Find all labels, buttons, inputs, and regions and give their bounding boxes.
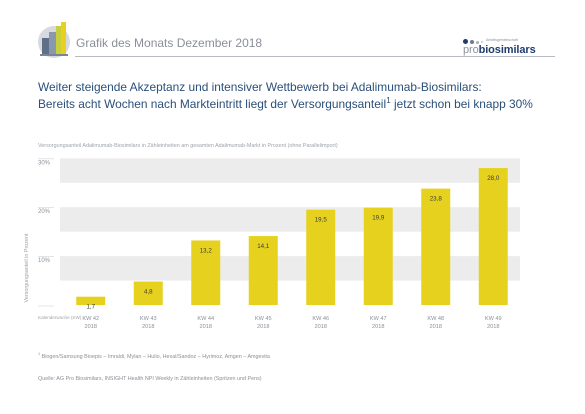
bar	[191, 240, 221, 305]
grid-band	[60, 256, 520, 281]
headline-line-2-tail: jetzt schon bei knapp 30%	[390, 97, 533, 111]
bar	[421, 188, 451, 305]
y-axis-label: Versorgungsanteil in Prozent	[24, 233, 30, 302]
headline: Weiter steigende Akzeptanz und intensive…	[38, 79, 578, 113]
grid-band	[60, 158, 520, 183]
footnote-mark: 1	[38, 352, 41, 357]
bar-value-label: 13,2	[200, 247, 213, 254]
x-axis-label: Kalenderwoche (KW)	[38, 315, 82, 320]
brand-pro: pro	[463, 44, 479, 56]
x-tick-label: KW 44	[197, 316, 214, 322]
bar-value-label: 19,9	[372, 215, 385, 222]
brand-bio: biosimilars	[478, 44, 536, 56]
footnote-marker: 1	[386, 95, 391, 106]
y-tick-label: 10%	[38, 258, 51, 264]
headline-line-2: Bereits acht Wochen nach Markteintritt l…	[38, 96, 578, 113]
x-tick-year: 2018	[257, 324, 269, 330]
x-tick-year: 2018	[142, 324, 154, 330]
grid-band	[60, 207, 520, 232]
x-tick-label: KW 48	[427, 316, 444, 322]
brand-name: probiosimilars	[463, 44, 536, 56]
bar	[76, 296, 106, 305]
x-tick-label: KW 43	[140, 316, 157, 322]
y-tick-label: 20%	[38, 209, 51, 215]
x-tick-label: KW 45	[255, 316, 272, 322]
x-tick-year: 2018	[200, 324, 212, 330]
x-tick-label: KW 49	[485, 316, 502, 322]
headline-line-1: Weiter steigende Akzeptanz und intensive…	[38, 80, 482, 94]
x-tick-label: KW 42	[82, 316, 99, 322]
x-tick-year: 2018	[487, 324, 499, 330]
brand-subtitle: Arbeitsgemeinschaft	[486, 38, 518, 42]
bar	[306, 209, 336, 305]
header-divider	[75, 56, 555, 57]
x-tick-label: KW 46	[312, 316, 329, 322]
x-tick-year: 2018	[430, 324, 442, 330]
bar	[248, 236, 278, 305]
logo-icon	[38, 22, 70, 58]
bar-value-label: 4,8	[144, 289, 153, 296]
bar-value-label: 23,8	[430, 196, 443, 203]
bar-value-label: 14,1	[257, 243, 270, 250]
headline-line-2-text: Bereits acht Wochen nach Markteintritt l…	[38, 97, 387, 111]
x-tick-label: KW 47	[370, 316, 387, 322]
footnote: 1 Biogen/Samsung Bioepis – Imraldi, Myla…	[38, 352, 270, 360]
x-tick-year: 2018	[315, 324, 327, 330]
footnote-text: Biogen/Samsung Bioepis – Imraldi, Mylan …	[40, 354, 270, 360]
bar-value-label: 28,0	[487, 175, 500, 182]
x-tick-year: 2018	[372, 324, 384, 330]
y-tick-label: 30%	[38, 160, 51, 166]
bar	[133, 281, 163, 305]
source-note: Quelle: AG Pro Biosimilars, INSIGHT Heal…	[38, 376, 262, 382]
chart-title: Versorgungsanteil Adalimumab-Biosimilars…	[38, 143, 338, 149]
bar	[363, 207, 393, 305]
page-title: Grafik des Monats Dezember 2018	[76, 36, 263, 50]
bar	[478, 168, 508, 305]
x-tick-year: 2018	[85, 324, 97, 330]
bar-value-label: 1,7	[86, 304, 95, 311]
bar-value-label: 19,5	[315, 217, 328, 224]
